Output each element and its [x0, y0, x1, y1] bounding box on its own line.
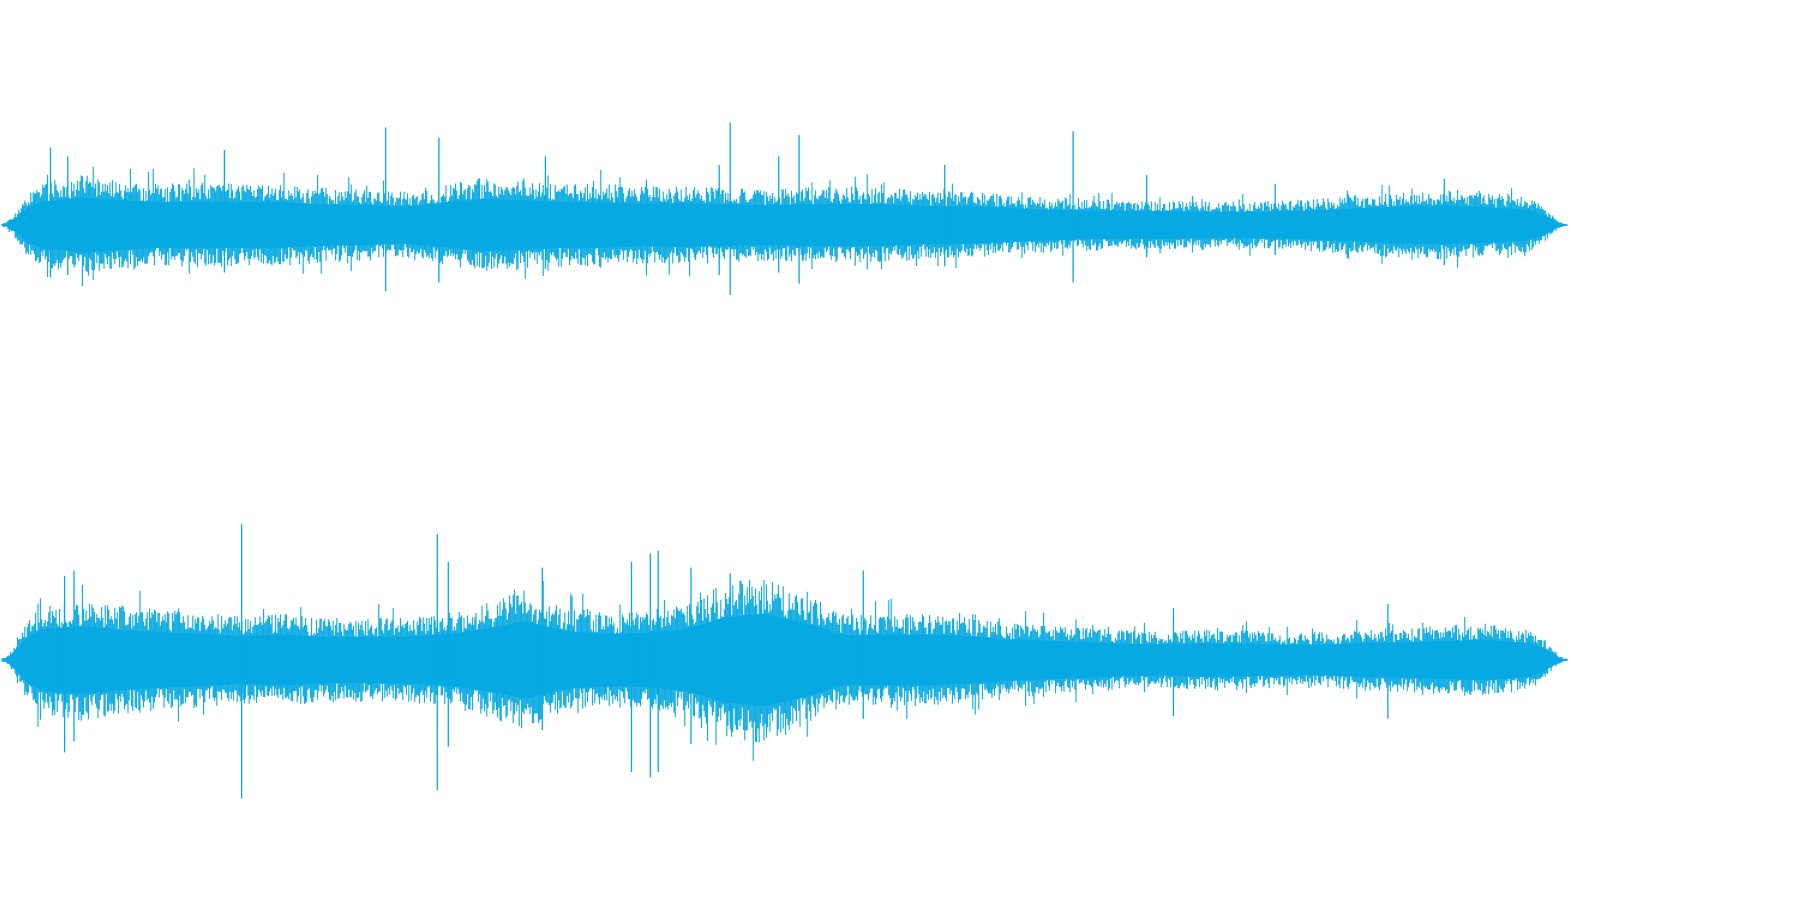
waveform-core-left	[2, 197, 1568, 253]
waveform-channel-right	[1, 524, 1568, 799]
waveform-core-right	[2, 613, 1568, 707]
waveform-channel-left	[1, 122, 1568, 295]
